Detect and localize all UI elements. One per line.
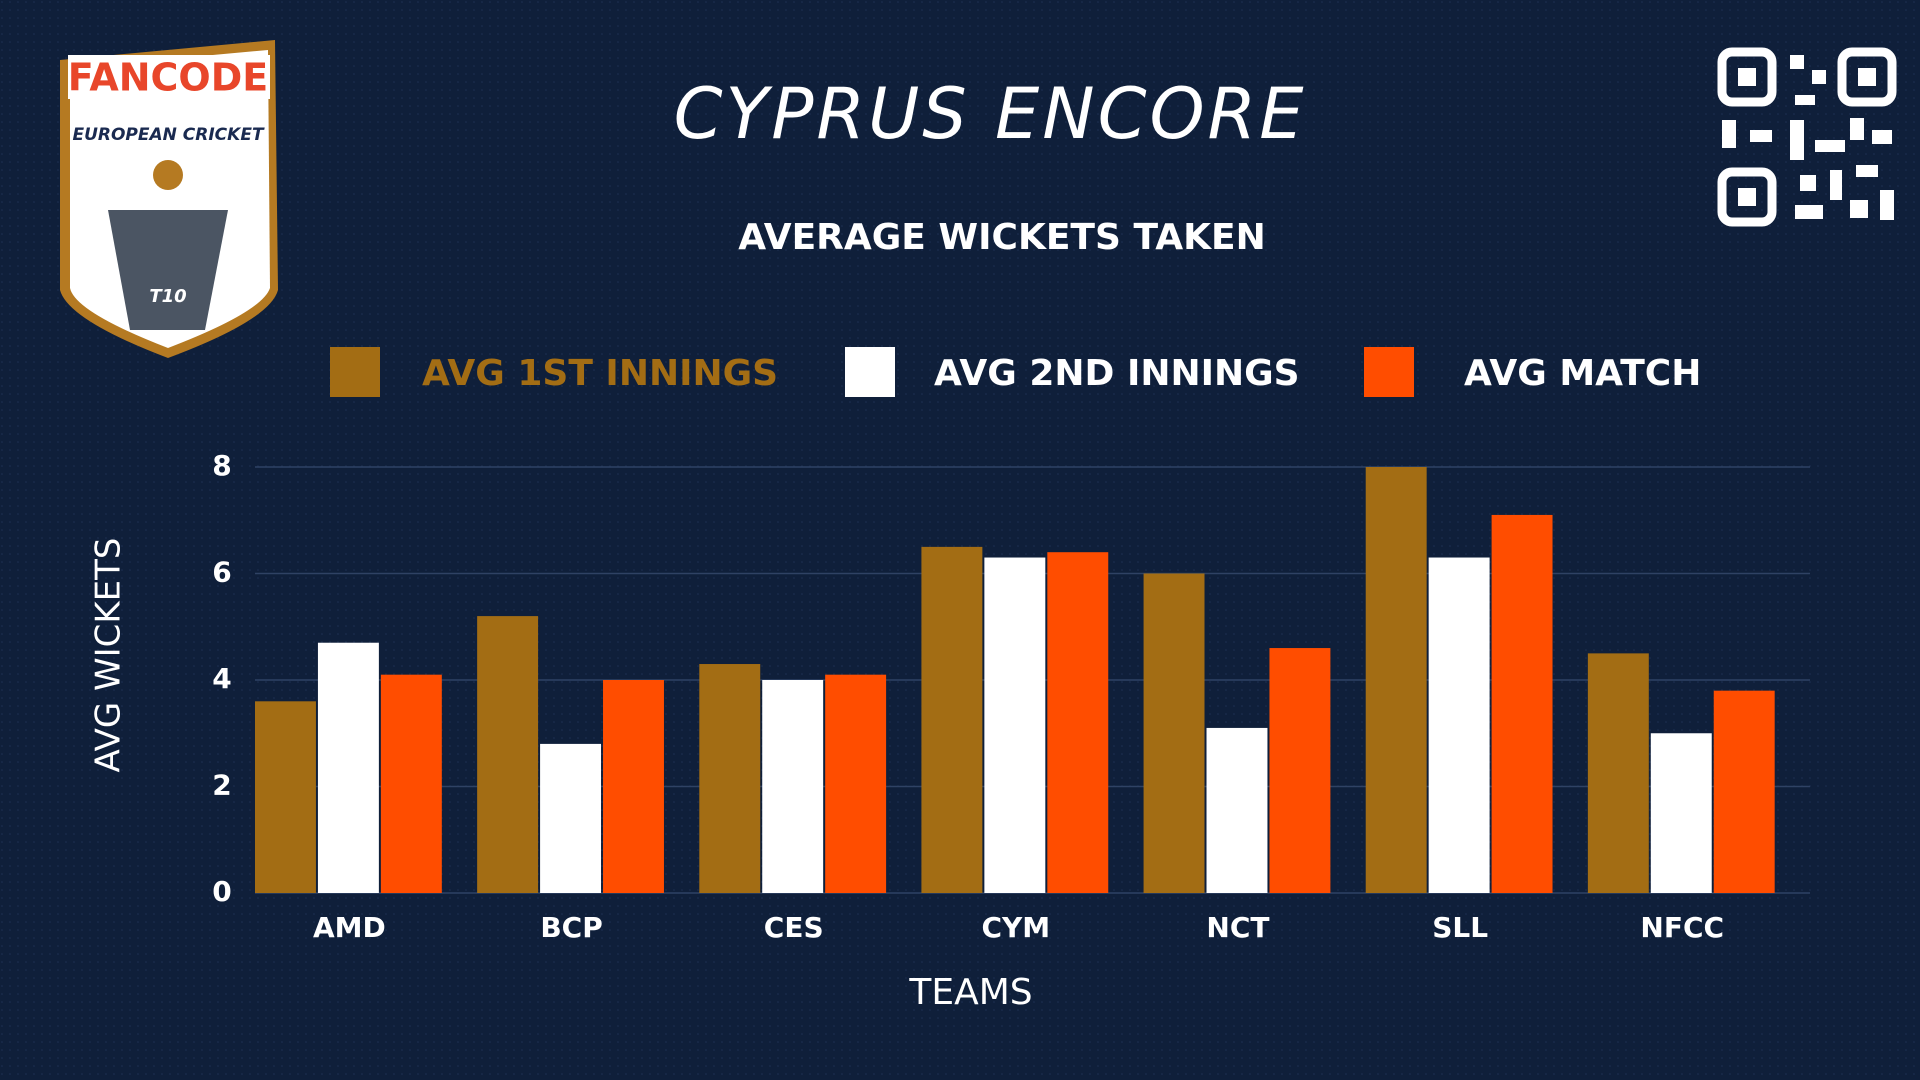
bar — [699, 664, 761, 893]
legend-label: AVG 2ND INNINGS — [934, 353, 1300, 394]
logo-league: EUROPEAN CRICKET — [72, 125, 264, 145]
bar — [984, 557, 1046, 893]
bar — [1206, 727, 1268, 893]
y-axis-label: AVG WICKETS — [89, 537, 129, 772]
bar — [540, 743, 602, 893]
y-tick-label: 4 — [212, 662, 231, 695]
legend-swatch — [845, 347, 895, 397]
bar — [477, 616, 539, 893]
y-tick-label: 8 — [212, 449, 231, 482]
bar — [380, 674, 442, 893]
logo-brand: FANCODE — [68, 56, 269, 100]
x-tick-label: NCT — [1206, 911, 1269, 944]
bar — [1047, 552, 1109, 893]
chart-subtitle: AVERAGE WICKETS TAKEN — [738, 217, 1265, 258]
x-tick-label: AMD — [313, 911, 386, 944]
qr-code — [1717, 47, 1897, 227]
bar — [255, 701, 316, 893]
legend-label: AVG MATCH — [1464, 353, 1701, 394]
x-tick-label: NFCC — [1640, 911, 1724, 944]
x-tick-label: BCP — [540, 911, 602, 944]
bar — [825, 674, 887, 893]
bar — [1269, 648, 1331, 893]
bar — [317, 642, 379, 893]
chart-title: CYPRUS ENCORE — [674, 73, 1307, 155]
x-tick-label: SLL — [1432, 911, 1488, 944]
bar — [1428, 557, 1490, 893]
bar — [1713, 690, 1775, 893]
legend-label: AVG 1ST INNINGS — [422, 353, 778, 394]
bar — [1143, 573, 1205, 893]
bar — [603, 680, 664, 893]
bar — [1365, 467, 1427, 893]
y-tick-label: 6 — [212, 556, 231, 589]
x-tick-label: CES — [764, 911, 824, 944]
logo: FANCODE EUROPEAN CRICKET T10 — [60, 40, 278, 358]
y-tick-label: 0 — [212, 875, 231, 908]
bar — [1491, 514, 1553, 893]
legend-swatch — [1364, 347, 1414, 397]
logo-format: T10 — [149, 286, 186, 307]
x-axis-label: TEAMS — [908, 972, 1032, 1013]
bar — [1650, 733, 1712, 893]
y-tick-label: 2 — [212, 769, 231, 802]
bar — [1587, 653, 1649, 893]
x-tick-label: CYM — [981, 911, 1050, 944]
legend-swatch — [330, 347, 380, 397]
bar — [762, 680, 824, 893]
bar — [921, 546, 983, 893]
